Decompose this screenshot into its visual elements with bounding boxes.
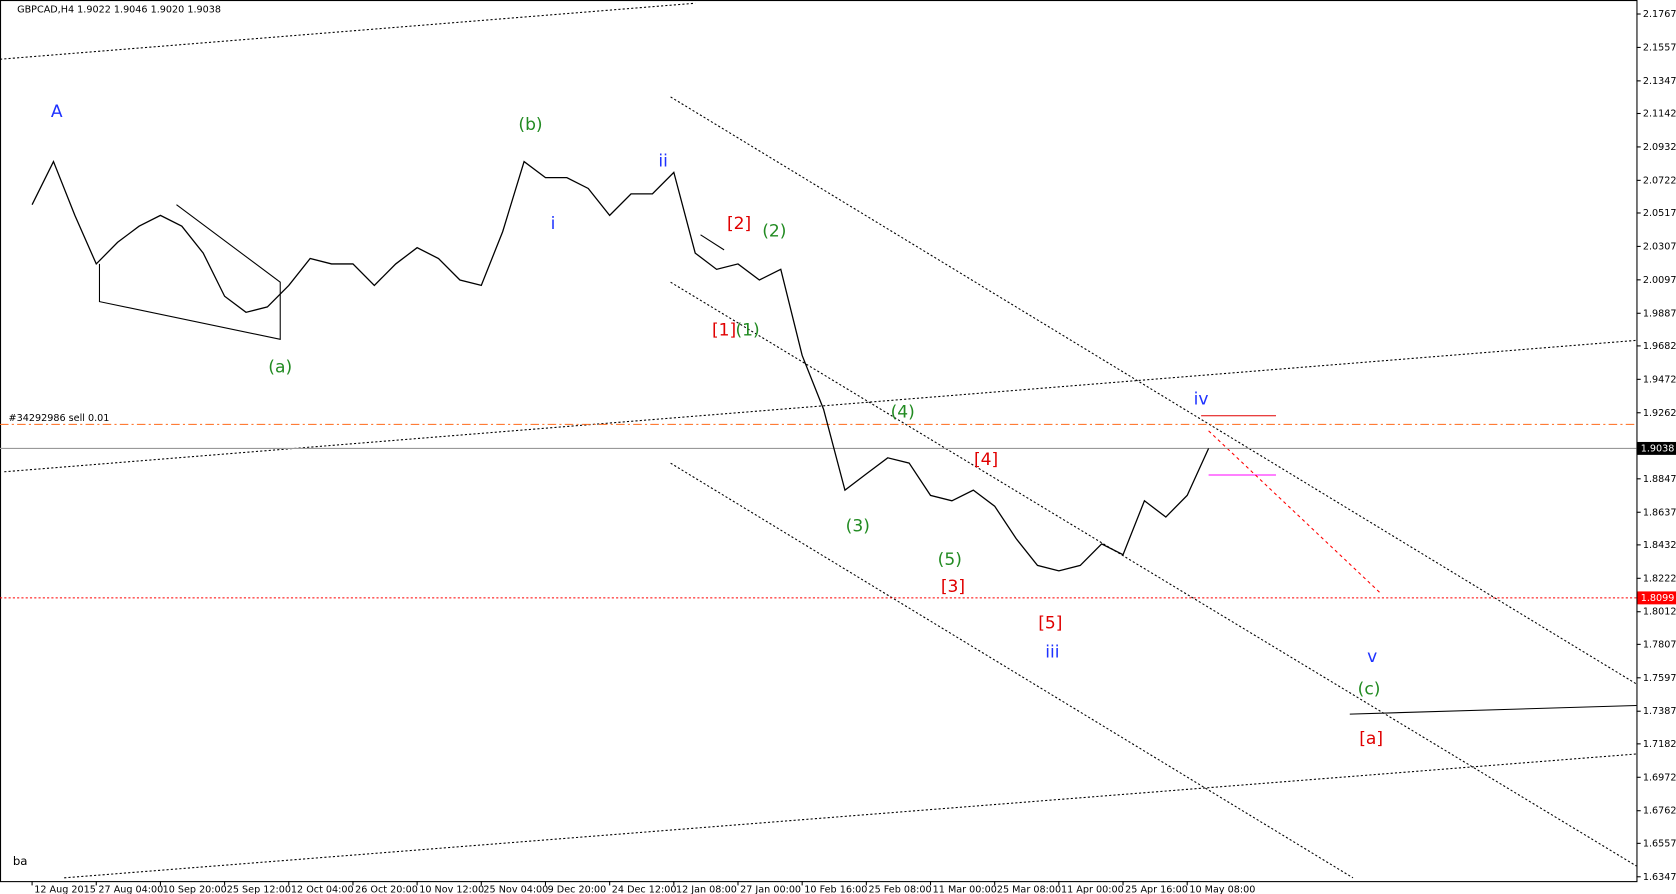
wave-label: (a) [268, 357, 292, 377]
y-tick-label: 1.8432 [1643, 540, 1676, 551]
wave-label: ii [658, 152, 668, 172]
trend-line [4, 339, 1637, 473]
price-box [1637, 441, 1676, 455]
chart-header: GBPCAD,H4 1.9022 1.9046 1.9020 1.9038 [17, 5, 221, 16]
y-tick-label: 2.0517 [1643, 208, 1676, 219]
wave-label: iv [1194, 390, 1209, 410]
wave-label: [3] [941, 577, 965, 597]
wave-label: (2) [762, 222, 786, 242]
corner-label: ba [13, 854, 28, 868]
y-tick-label: 2.0307 [1643, 241, 1676, 252]
channel-line [670, 281, 1637, 867]
x-tick-label: 9 Dec 20:00 [548, 885, 607, 894]
price-box [1637, 591, 1676, 605]
wave-label: iii [1045, 643, 1059, 663]
wave-label: (c) [1358, 679, 1381, 699]
y-tick-label: 2.0932 [1643, 142, 1676, 153]
trend-lines [0, 2, 1637, 879]
triangle [700, 234, 725, 251]
y-tick-label: 2.1767 [1643, 9, 1676, 20]
y-tick-label: 1.6762 [1643, 806, 1676, 817]
y-tick-label: 1.9472 [1643, 374, 1676, 385]
x-tick-label: 25 Sep 12:00 [227, 885, 291, 894]
x-tick-label: 10 Feb 16:00 [804, 885, 867, 894]
price-box-label: 1.9038 [1641, 443, 1675, 454]
y-tick-label: 1.7387 [1643, 706, 1676, 717]
x-tick-label: 26 Oct 20:00 [355, 885, 418, 894]
y-tick-label: 1.6557 [1643, 838, 1676, 849]
y-tick-label: 1.9887 [1643, 308, 1676, 319]
target-line [1208, 430, 1381, 593]
channel-line [670, 462, 1354, 879]
x-tick-label: 25 Feb 08:00 [868, 885, 931, 894]
x-tick-label: 11 Apr 00:00 [1061, 885, 1124, 894]
wave-label: (4) [891, 402, 915, 422]
triangle [98, 204, 281, 340]
y-tick-label: 1.8637 [1643, 507, 1676, 518]
x-tick-label: 12 Jan 08:00 [676, 885, 737, 894]
order-label: #34292986 sell 0.01 [9, 413, 110, 424]
x-tick-label: 27 Jan 00:00 [740, 885, 801, 894]
y-tick-label: 1.7807 [1643, 639, 1676, 650]
y-tick-label: 1.8222 [1643, 573, 1676, 584]
wave-label: [2] [727, 214, 751, 234]
y-tick-label: 1.9682 [1643, 341, 1676, 352]
y-tick-label: 2.1142 [1643, 108, 1676, 119]
wave-label: [1] [712, 321, 736, 341]
wave-label: i [551, 214, 556, 234]
y-tick-label: 1.7182 [1643, 739, 1676, 750]
price-box-label: 1.8099 [1641, 593, 1675, 604]
wave-label: [5] [1038, 614, 1062, 634]
x-tick-label: 24 Dec 12:00 [612, 885, 677, 894]
y-tick-label: 1.6972 [1643, 772, 1676, 783]
x-tick-label: 10 Nov 12:00 [419, 885, 484, 894]
y-tick-label: 2.0097 [1643, 275, 1676, 286]
trend-line [64, 753, 1637, 879]
x-tick-label: 12 Oct 04:00 [291, 885, 354, 894]
wave-label: [a] [1359, 729, 1383, 749]
y-tick-label: 2.0722 [1643, 175, 1676, 186]
y-tick-label: 1.7597 [1643, 673, 1676, 684]
wave-label: [4] [974, 450, 998, 470]
x-tick-label: 11 Mar 00:00 [933, 885, 997, 894]
wave-label: v [1367, 647, 1377, 667]
y-tick-label: 2.1557 [1643, 42, 1676, 53]
x-tick-label: 10 May 08:00 [1189, 885, 1255, 894]
x-tick-label: 25 Apr 16:00 [1125, 885, 1188, 894]
trend-line [1349, 704, 1637, 715]
wave-label: (5) [938, 550, 962, 570]
wave-label: A [51, 102, 63, 122]
y-tick-label: 1.8847 [1643, 474, 1676, 485]
trend-line [0, 2, 696, 60]
y-tick-label: 2.1347 [1643, 76, 1676, 87]
x-tick-label: 10 Sep 20:00 [163, 885, 227, 894]
x-tick-label: 25 Nov 04:00 [483, 885, 548, 894]
wave-label: (b) [518, 115, 542, 135]
wave-label: (1) [736, 321, 760, 341]
wave-label: (3) [846, 517, 870, 537]
y-tick-label: 1.6347 [1643, 872, 1676, 883]
y-tick-label: 1.8012 [1643, 607, 1676, 618]
y-tick-label: 1.9262 [1643, 408, 1676, 419]
x-tick-label: 12 Aug 2015 [34, 885, 96, 894]
plot-frame [0, 0, 1638, 883]
price-line-series [31, 159, 1210, 572]
x-tick-label: 25 Mar 08:00 [997, 885, 1061, 894]
x-tick-label: 27 Aug 04:00 [98, 885, 163, 894]
